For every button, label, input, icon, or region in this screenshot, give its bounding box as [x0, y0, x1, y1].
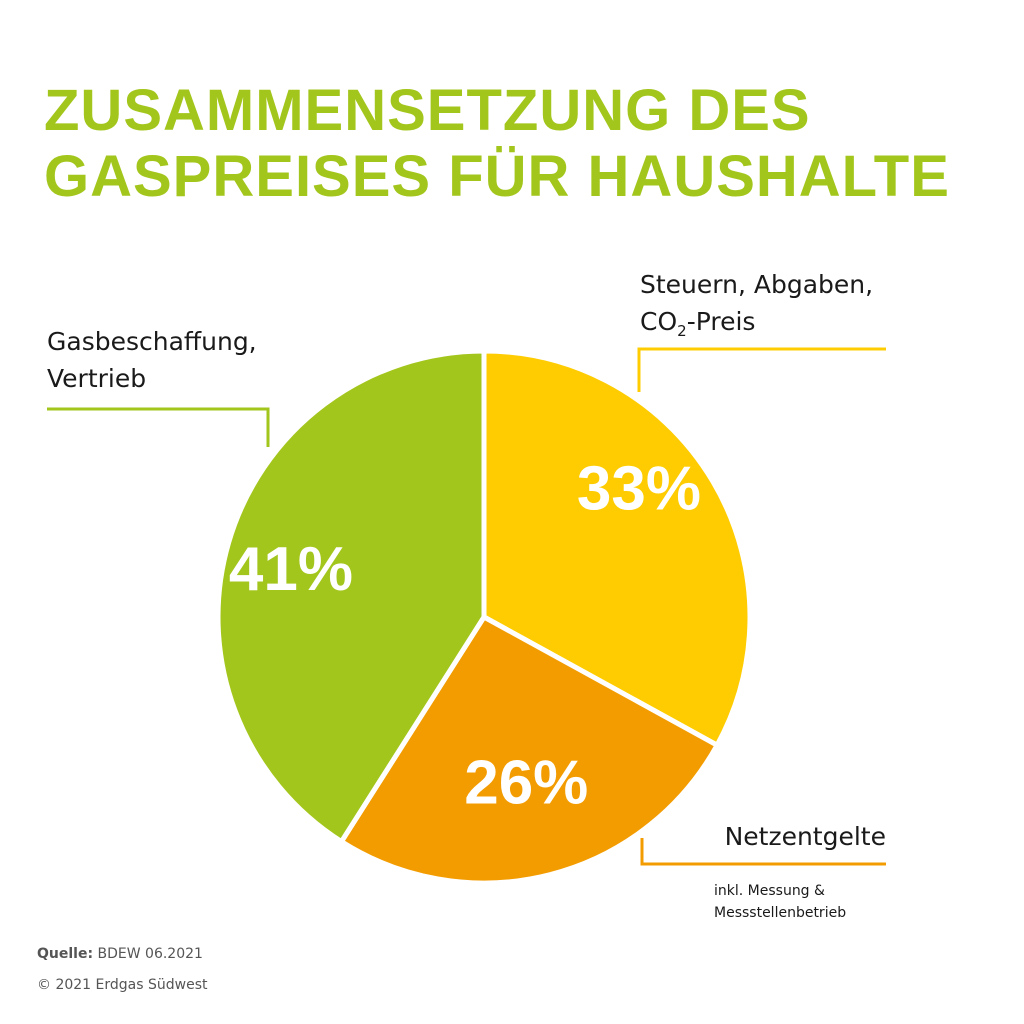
pie-value-label-1: 33%: [577, 454, 701, 523]
chart-title-line-2: GASPREISES FÜR HAUSHALTE: [44, 144, 950, 209]
pie-slice-2: [338, 614, 720, 886]
source-value: BDEW 06.2021: [97, 946, 203, 962]
label-netz-note-line-2: Messstellenbetrieb: [714, 905, 847, 921]
leader-line-steuern: [637, 347, 886, 392]
chart-title: ZUSAMMENSETZUNG DES GASPREISES FÜR HAUSH…: [44, 78, 1004, 210]
label-netz-note-line-1: inkl. Messung &: [714, 883, 825, 899]
leader-line-netzentgelte: [640, 838, 886, 866]
label-steuern-line-2: CO2-Preis: [640, 303, 873, 350]
source-note: Quelle: BDEW 06.2021: [37, 946, 203, 962]
pie-slice-3: [215, 348, 487, 845]
label-steuern-rest: -Preis: [686, 307, 756, 336]
label-steuern: Steuern, Abgaben, CO2-Preis: [640, 266, 873, 350]
label-gas-line-1: Gasbeschaffung,: [47, 327, 257, 356]
label-steuern-co: CO: [640, 307, 678, 336]
pie-slices: [215, 348, 753, 886]
source-label: Quelle:: [37, 946, 94, 962]
label-gas-line-2: Vertrieb: [47, 364, 147, 393]
label-gasbeschaffung: Gasbeschaffung, Vertrieb: [47, 323, 257, 397]
leader-line-gasbeschaffung: [47, 407, 270, 447]
chart-title-line-1: ZUSAMMENSETZUNG DES: [44, 78, 811, 143]
pie-value-labels: 33% 26% 41%: [229, 454, 701, 817]
label-netzentgelte: Netzentgelte: [724, 822, 886, 851]
pie-value-label-2: 26%: [464, 749, 588, 818]
label-netzentgelte-note: inkl. Messung & Messstellenbetrieb: [714, 880, 846, 924]
leader-lines: [47, 347, 886, 866]
copyright: © 2021 Erdgas Südwest: [37, 977, 208, 993]
label-steuern-line-1: Steuern, Abgaben,: [640, 270, 874, 299]
label-steuern-subscript: 2: [677, 322, 687, 340]
pie-slice-1: [481, 348, 753, 748]
pie-value-label-3: 41%: [229, 535, 353, 604]
